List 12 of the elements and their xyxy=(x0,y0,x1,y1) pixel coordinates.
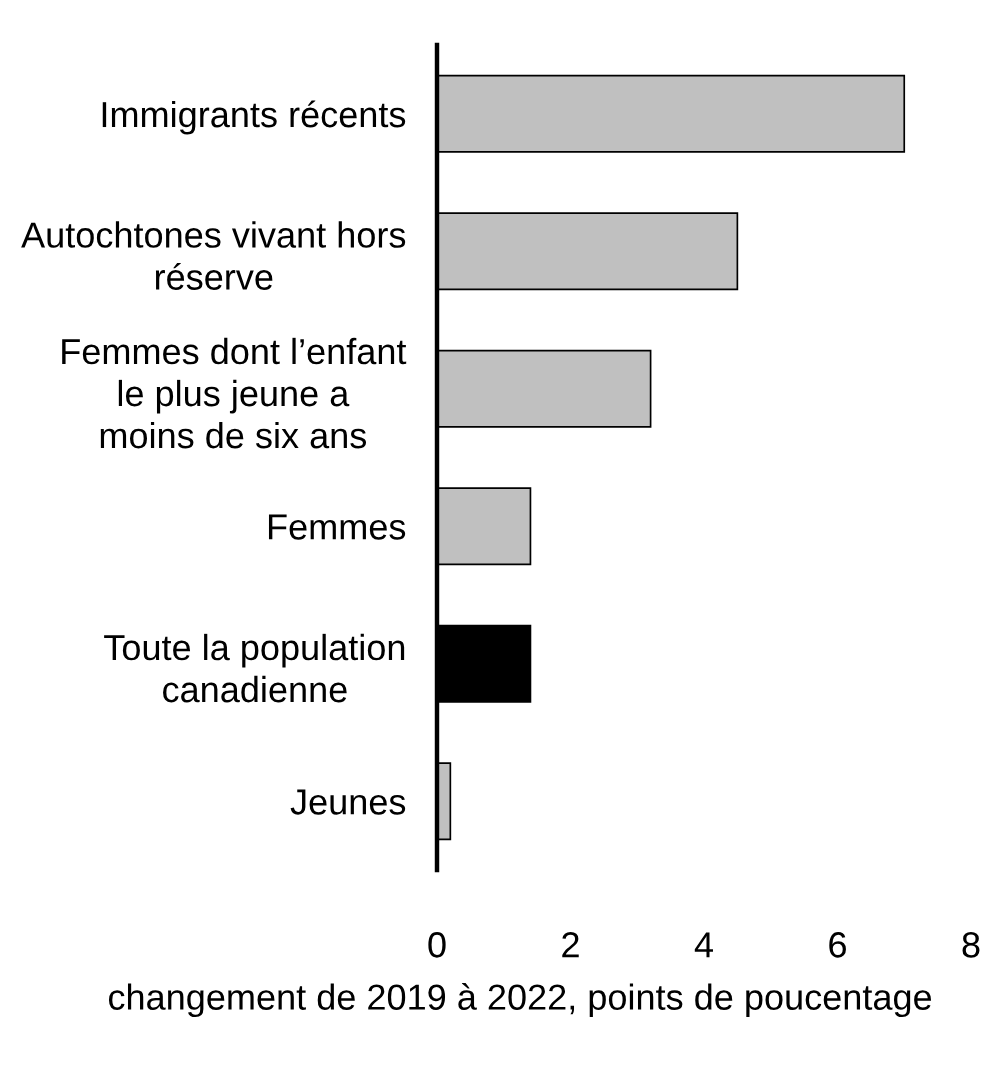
x-tick-label: 8 xyxy=(962,932,980,958)
y-tick-label: Toute la population canadienne xyxy=(104,633,405,703)
y-tick-label: Autochtones vivant hors réserve xyxy=(21,221,406,290)
x-tick-label: 4 xyxy=(694,932,713,958)
x-axis-title: changement de 2019 à 2022, points de poucentage xyxy=(108,983,932,1018)
x-tick-label: 2 xyxy=(562,932,579,958)
y-tick-label: Immigrants récents xyxy=(102,100,406,135)
y-tick-label: Jeunes xyxy=(290,789,406,815)
y-tick-label: Femmes xyxy=(268,514,406,540)
x-tick-label: 6 xyxy=(829,932,846,958)
y-tick-label: Femmes dont l’enfant le plus jeune a moins de six ans xyxy=(62,337,407,449)
x-tick-label: 0 xyxy=(428,932,446,958)
